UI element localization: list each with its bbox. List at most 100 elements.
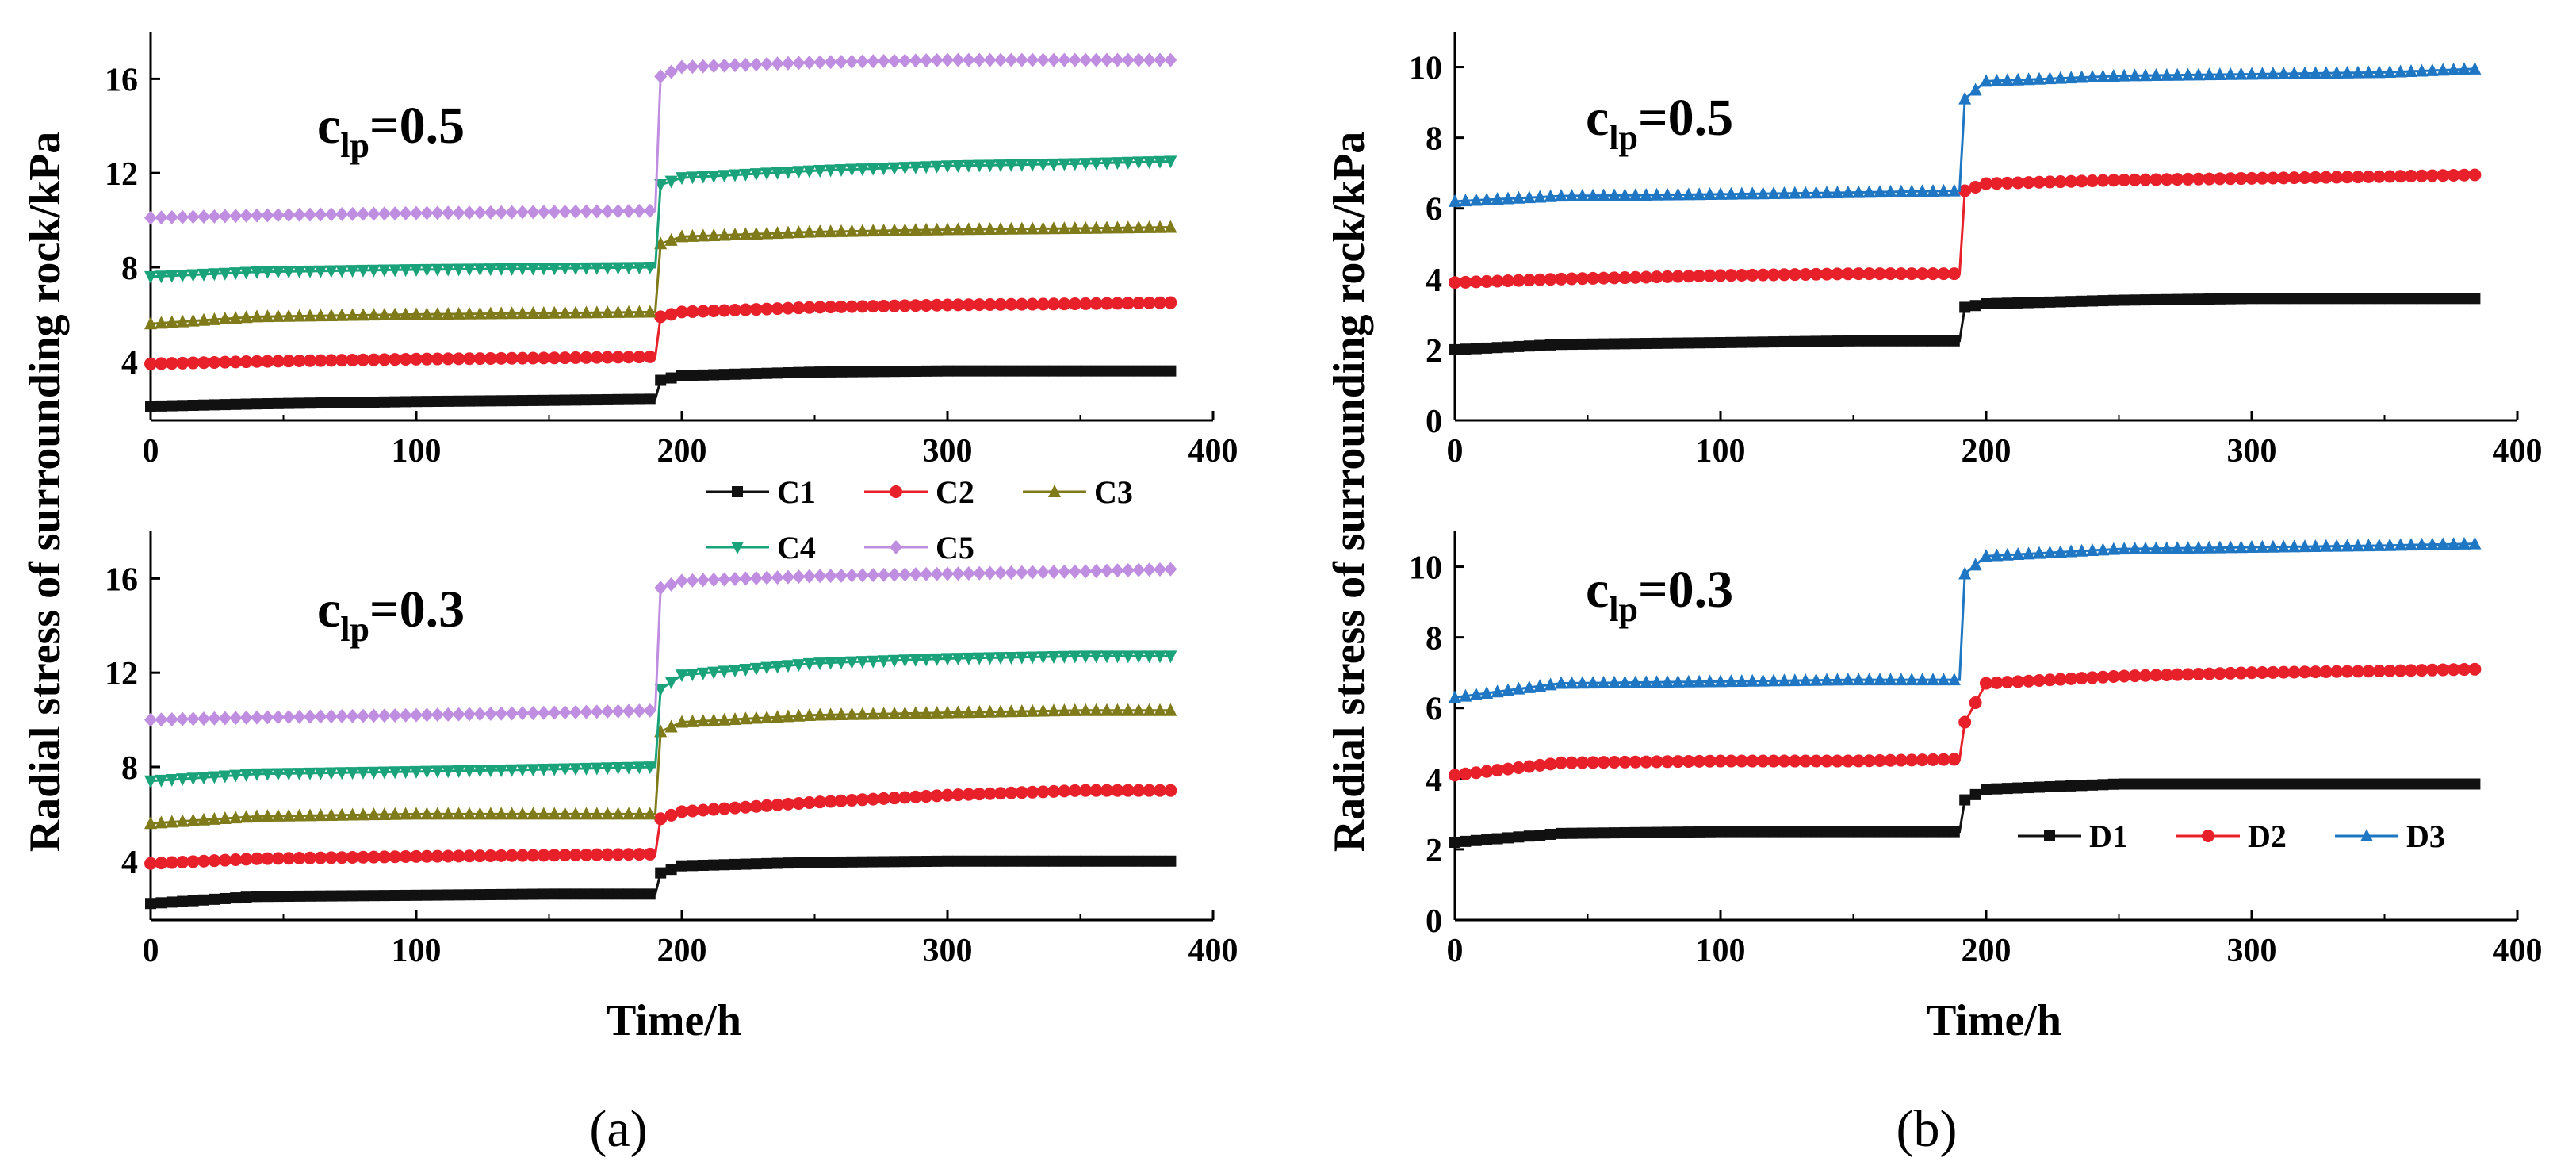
point-D2 bbox=[1640, 755, 1653, 769]
point-C3 bbox=[611, 305, 625, 318]
point-C4 bbox=[835, 657, 848, 670]
point-C2 bbox=[410, 352, 423, 366]
point-D2 bbox=[1852, 754, 1866, 768]
point-C3 bbox=[930, 705, 944, 719]
point-C4 bbox=[197, 268, 210, 282]
point-D2 bbox=[2033, 175, 2046, 189]
point-C3 bbox=[920, 706, 933, 719]
point-D3 bbox=[1459, 194, 1472, 207]
point-C5 bbox=[346, 206, 359, 221]
point-D1 bbox=[1969, 300, 1981, 312]
point-C3 bbox=[973, 704, 986, 718]
point-D3 bbox=[1990, 548, 2004, 562]
point-D2 bbox=[1894, 267, 1908, 281]
point-C4 bbox=[622, 761, 635, 775]
point-D1 bbox=[1895, 335, 1907, 347]
point-C2 bbox=[1132, 297, 1146, 310]
point-D3 bbox=[2372, 65, 2386, 79]
point-C5 bbox=[1079, 52, 1093, 67]
point-D2 bbox=[1661, 270, 1674, 283]
point-D1 bbox=[1885, 335, 1897, 347]
legend-label: C2 bbox=[936, 474, 974, 510]
point-D1 bbox=[2182, 778, 2194, 790]
point-D2 bbox=[2352, 665, 2364, 678]
point-C4 bbox=[1079, 650, 1093, 664]
point-C1 bbox=[389, 396, 401, 408]
point-D1 bbox=[2065, 780, 2077, 792]
point-C1 bbox=[230, 398, 242, 410]
point-D2 bbox=[1512, 274, 1525, 287]
point-D1 bbox=[2363, 293, 2375, 305]
point-D1 bbox=[2299, 293, 2310, 305]
point-D3 bbox=[1947, 673, 1961, 686]
point-C2 bbox=[473, 849, 487, 863]
point-C2 bbox=[1079, 784, 1093, 797]
point-D1 bbox=[2161, 778, 2172, 790]
point-C2 bbox=[1036, 785, 1050, 799]
point-D1 bbox=[1768, 826, 1779, 838]
point-C4 bbox=[1058, 650, 1071, 664]
point-D3 bbox=[1449, 690, 1461, 703]
point-C1 bbox=[240, 891, 252, 903]
point-C5 bbox=[261, 208, 274, 223]
point-C4 bbox=[729, 665, 741, 678]
point-D3 bbox=[2372, 538, 2386, 551]
point-C3 bbox=[165, 315, 178, 328]
point-C1 bbox=[1165, 855, 1177, 867]
point-C2 bbox=[1089, 784, 1103, 797]
point-C1 bbox=[219, 399, 231, 411]
point-C1 bbox=[974, 365, 986, 377]
point-D1 bbox=[1694, 337, 1705, 349]
point-C1 bbox=[687, 370, 699, 381]
point-C2 bbox=[537, 351, 550, 365]
point-C2 bbox=[1121, 297, 1135, 310]
point-C3 bbox=[813, 707, 827, 721]
point-C3 bbox=[1015, 704, 1028, 718]
point-C1 bbox=[570, 888, 581, 900]
point-C1 bbox=[729, 858, 741, 870]
point-C5 bbox=[664, 577, 678, 592]
point-D1 bbox=[2267, 778, 2279, 790]
point-C4 bbox=[548, 763, 561, 776]
point-C4 bbox=[580, 762, 593, 776]
point-D2 bbox=[2192, 172, 2205, 186]
point-C5 bbox=[983, 52, 997, 67]
point-D3 bbox=[2341, 65, 2354, 79]
panel-annotation: clp=0.3 bbox=[317, 581, 465, 649]
point-D1 bbox=[2214, 293, 2226, 305]
point-C3 bbox=[824, 224, 837, 238]
point-C3 bbox=[855, 224, 869, 237]
point-C4 bbox=[1164, 650, 1177, 664]
point-C5 bbox=[293, 207, 306, 222]
point-C3 bbox=[271, 808, 285, 822]
point-C1 bbox=[942, 365, 953, 377]
point-C2 bbox=[516, 849, 529, 862]
point-C5 bbox=[898, 53, 912, 68]
point-D1 bbox=[2193, 778, 2204, 790]
point-C2 bbox=[410, 849, 423, 863]
point-C5 bbox=[1058, 52, 1071, 67]
point-C4 bbox=[495, 765, 508, 778]
point-C1 bbox=[921, 365, 932, 377]
point-D1 bbox=[1778, 826, 1790, 838]
point-D1 bbox=[2437, 293, 2449, 305]
point-D1 bbox=[2235, 293, 2247, 305]
point-D1 bbox=[2426, 293, 2438, 305]
point-D3 bbox=[1502, 191, 1514, 205]
point-D1 bbox=[1757, 336, 1769, 348]
point-C4 bbox=[749, 662, 763, 676]
point-C5 bbox=[548, 205, 561, 220]
point-C2 bbox=[802, 301, 816, 314]
point-C1 bbox=[687, 860, 699, 872]
point-D1 bbox=[1619, 338, 1631, 350]
point-C2 bbox=[431, 849, 444, 863]
point-D1 bbox=[2394, 293, 2406, 305]
point-C4 bbox=[898, 162, 912, 175]
point-C5 bbox=[420, 707, 434, 723]
point-C2 bbox=[601, 848, 614, 861]
point-D3 bbox=[1555, 676, 1567, 689]
point-C2 bbox=[537, 849, 550, 862]
point-C4 bbox=[696, 667, 710, 680]
point-C4 bbox=[590, 262, 603, 275]
